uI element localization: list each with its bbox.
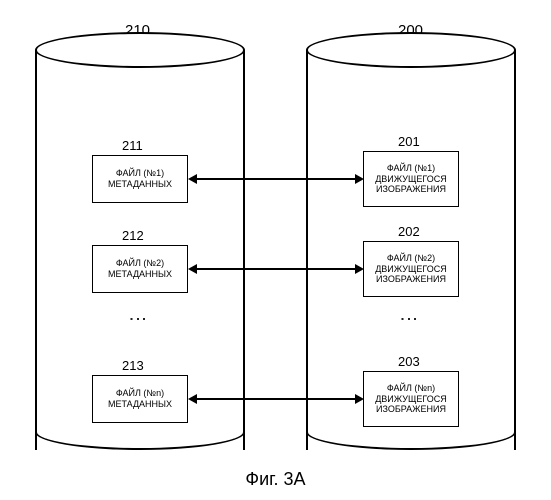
- box-line: ИЗОБРАЖЕНИЯ: [376, 274, 446, 285]
- figure-caption: Фиг. 3А: [10, 469, 541, 490]
- cylinder-top-ellipse: [306, 32, 516, 68]
- ellipsis-dots: ⋮: [134, 310, 141, 330]
- box-line: МЕТАДАННЫХ: [108, 179, 172, 190]
- box-line: ИЗОБРАЖЕНИЯ: [376, 184, 446, 195]
- arrow-head-right-icon: [355, 174, 364, 184]
- box-line: ДВИЖУЩЕГОСЯ: [375, 174, 447, 185]
- image-file-box: ФАЙЛ (№1) ДВИЖУЩЕГОСЯ ИЗОБРАЖЕНИЯ: [363, 151, 459, 207]
- metadata-file-box: ФАЙЛ (№n) МЕТАДАННЫХ: [92, 375, 188, 423]
- box-num: 202: [398, 224, 420, 239]
- arrow-head-left-icon: [188, 394, 197, 404]
- box-line: МЕТАДАННЫХ: [108, 399, 172, 410]
- box-line: ДВИЖУЩЕГОСЯ: [375, 394, 447, 405]
- metadata-file-box: ФАЙЛ (№2) МЕТАДАННЫХ: [92, 245, 188, 293]
- image-file-box: ФАЙЛ (№2) ДВИЖУЩЕГОСЯ ИЗОБРАЖЕНИЯ: [363, 241, 459, 297]
- box-line: ФАЙЛ (№1): [116, 168, 164, 179]
- box-num: 211: [122, 138, 143, 153]
- metadata-file-box: ФАЙЛ (№1) МЕТАДАННЫХ: [92, 155, 188, 203]
- arrow-head-left-icon: [188, 174, 197, 184]
- arrow-head-right-icon: [355, 264, 364, 274]
- box-num: 203: [398, 354, 420, 369]
- arrow-head-left-icon: [188, 264, 197, 274]
- box-line: ФАЙЛ (№2): [387, 253, 435, 264]
- box-line: ФАЙЛ (№2): [116, 258, 164, 269]
- box-num: 201: [398, 134, 420, 149]
- box-num: 213: [122, 358, 144, 373]
- image-file-box: ФАЙЛ (№n) ДВИЖУЩЕГОСЯ ИЗОБРАЖЕНИЯ: [363, 371, 459, 427]
- box-line: МЕТАДАННЫХ: [108, 269, 172, 280]
- arrow-head-right-icon: [355, 394, 364, 404]
- box-num: 212: [122, 228, 144, 243]
- ellipsis-dots: ⋮: [405, 310, 412, 330]
- box-line: ФАЙЛ (№1): [387, 163, 435, 174]
- diagram-figure: 210 200 211 ФАЙЛ (№1) МЕТАДАННЫХ 212 ФАЙ…: [10, 10, 541, 490]
- connector-line: [197, 178, 355, 180]
- connector-line: [197, 398, 355, 400]
- box-line: ФАЙЛ (№n): [116, 388, 164, 399]
- connector-line: [197, 268, 355, 270]
- box-line: ФАЙЛ (№n): [387, 383, 435, 394]
- box-line: ИЗОБРАЖЕНИЯ: [376, 404, 446, 415]
- cylinder-top-ellipse: [35, 32, 245, 68]
- box-line: ДВИЖУЩЕГОСЯ: [375, 264, 447, 275]
